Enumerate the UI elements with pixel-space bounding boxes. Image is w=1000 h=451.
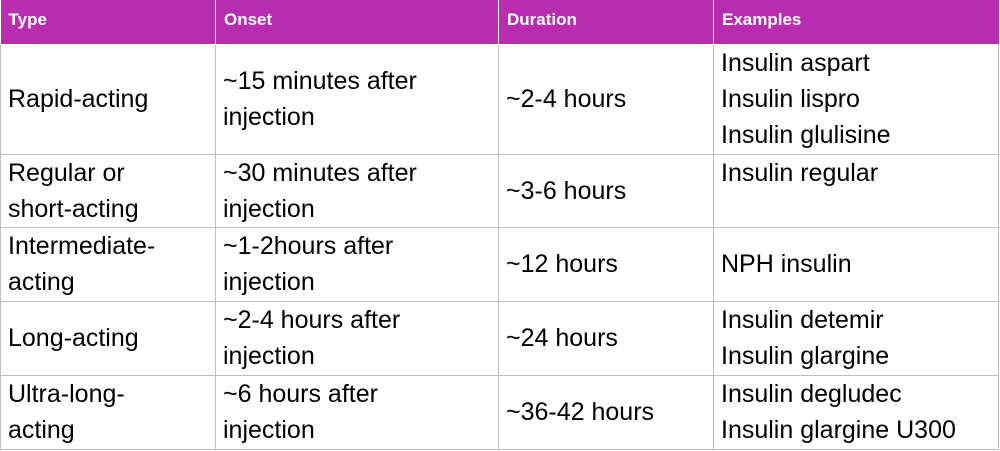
type-text: acting bbox=[8, 416, 75, 444]
onset-text: ~15 minutes after bbox=[223, 67, 417, 95]
onset-text: ~6 hours after bbox=[223, 380, 378, 408]
onset-text: ~30 minutes after bbox=[223, 158, 417, 187]
examples-cell: Insulin regular bbox=[713, 153, 999, 228]
example-text: Insulin regular bbox=[721, 158, 879, 187]
header-row: Type Onset Duration Examples bbox=[0, 0, 999, 45]
example-text: Insulin degludec bbox=[721, 380, 902, 408]
type-text: Rapid-acting bbox=[8, 85, 149, 113]
type-text: Ultra-long- bbox=[8, 380, 125, 408]
duration-cell: ~3-6 hours bbox=[498, 153, 714, 228]
examples-cell: Insulin degludec Insulin glargine U300 bbox=[713, 374, 999, 450]
onset-text: injection bbox=[223, 342, 315, 370]
onset-text: injection bbox=[223, 416, 315, 444]
duration-cell: ~24 hours bbox=[498, 300, 714, 376]
onset-cell: ~15 minutes after injection bbox=[215, 43, 499, 155]
duration-text: ~2-4 hours bbox=[506, 85, 627, 113]
duration-cell: ~36-42 hours bbox=[498, 374, 714, 450]
onset-cell: ~6 hours after injection bbox=[215, 374, 499, 450]
duration-text: ~3-6 hours bbox=[506, 176, 627, 205]
onset-text: injection bbox=[223, 103, 315, 131]
table-row: Long-acting ~2-4 hours after injection ~… bbox=[0, 300, 999, 376]
table-row: Regular or short-acting ~30 minutes afte… bbox=[0, 153, 999, 228]
onset-text: ~2-4 hours after bbox=[223, 306, 401, 334]
type-cell: Long-acting bbox=[0, 300, 216, 376]
examples-cell: Insulin aspart Insulin lispro Insulin gl… bbox=[713, 43, 999, 155]
onset-text: injection bbox=[223, 194, 315, 223]
onset-cell: ~30 minutes after injection bbox=[215, 153, 499, 228]
header-duration: Duration bbox=[498, 0, 714, 45]
type-text: Intermediate- bbox=[8, 232, 156, 260]
header-examples: Examples bbox=[713, 0, 999, 45]
header-onset: Onset bbox=[215, 0, 499, 45]
table-row: Rapid-acting ~15 minutes after injection… bbox=[0, 43, 999, 155]
onset-text: ~1-2hours after bbox=[223, 232, 394, 260]
duration-cell: ~12 hours bbox=[498, 226, 714, 302]
type-cell: Rapid-acting bbox=[0, 43, 216, 155]
type-text: short-acting bbox=[8, 194, 139, 223]
type-text: acting bbox=[8, 268, 75, 296]
type-cell: Regular or short-acting bbox=[0, 153, 216, 228]
onset-text: injection bbox=[223, 268, 315, 296]
duration-text: ~24 hours bbox=[506, 324, 618, 352]
header-type: Type bbox=[0, 0, 216, 45]
duration-cell: ~2-4 hours bbox=[498, 43, 714, 155]
table-row: Intermediate- acting ~1-2hours after inj… bbox=[0, 226, 999, 302]
onset-cell: ~1-2hours after injection bbox=[215, 226, 499, 302]
example-text: Insulin glulisine bbox=[721, 121, 891, 149]
table-header: Type Onset Duration Examples bbox=[0, 0, 999, 45]
onset-cell: ~2-4 hours after injection bbox=[215, 300, 499, 376]
example-text: Insulin aspart bbox=[721, 49, 870, 77]
table-body: Rapid-acting ~15 minutes after injection… bbox=[0, 43, 999, 450]
type-text: Regular or bbox=[8, 158, 125, 187]
duration-text: ~12 hours bbox=[506, 250, 618, 278]
example-text: Insulin glargine bbox=[721, 342, 890, 370]
duration-text: ~36-42 hours bbox=[506, 398, 655, 426]
type-cell: Ultra-long- acting bbox=[0, 374, 216, 450]
examples-cell: Insulin detemir Insulin glargine bbox=[713, 300, 999, 376]
example-text: Insulin glargine U300 bbox=[721, 416, 956, 444]
type-text: Long-acting bbox=[8, 324, 139, 352]
example-text: NPH insulin bbox=[721, 250, 852, 278]
examples-cell: NPH insulin bbox=[713, 226, 999, 302]
example-text: Insulin lispro bbox=[721, 85, 860, 113]
type-cell: Intermediate- acting bbox=[0, 226, 216, 302]
table-row: Ultra-long- acting ~6 hours after inject… bbox=[0, 374, 999, 450]
example-text: Insulin detemir bbox=[721, 306, 884, 334]
